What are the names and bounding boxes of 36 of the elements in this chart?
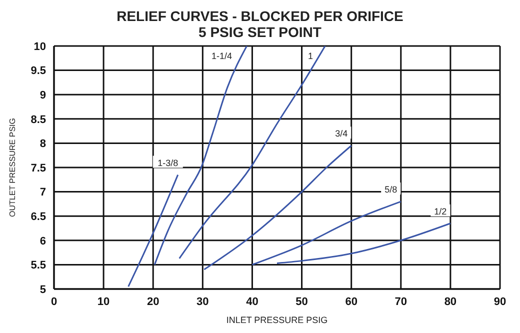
series-label: 1 bbox=[308, 51, 313, 61]
chart-subtitle: 5 PSIG SET POINT bbox=[198, 24, 322, 40]
y-tick-label: 9 bbox=[40, 90, 46, 102]
y-tick-label: 8 bbox=[40, 138, 46, 150]
x-tick-label: 30 bbox=[196, 296, 209, 308]
line-series bbox=[154, 46, 248, 266]
y-tick-label: 5.5 bbox=[30, 260, 46, 272]
x-tick-label: 90 bbox=[494, 296, 506, 308]
x-axis-title: INLET PRESSURE PSIG bbox=[226, 315, 328, 325]
x-tick-label: 40 bbox=[246, 296, 258, 308]
y-tick-label: 6.5 bbox=[30, 211, 46, 224]
series-label: 3/4 bbox=[335, 128, 348, 139]
y-tick-label: 9.5 bbox=[30, 65, 46, 78]
x-tick-label: 20 bbox=[146, 296, 160, 308]
line-series bbox=[276, 222, 452, 264]
series-label: 1-1/4 bbox=[212, 51, 232, 61]
y-tick-label: 6 bbox=[40, 235, 46, 248]
y-tick-label: 8.5 bbox=[30, 114, 46, 126]
x-tick-label: 70 bbox=[394, 296, 408, 308]
y-tick-label: 5 bbox=[40, 284, 46, 296]
x-tick-label: 60 bbox=[345, 296, 358, 308]
series-label: 1-3/8 bbox=[158, 158, 178, 168]
series-label: 5/8 bbox=[384, 184, 398, 195]
series-label: 1/2 bbox=[434, 206, 447, 216]
x-tick-label: 10 bbox=[97, 296, 110, 308]
chart-title: RELIEF CURVES - BLOCKED PER ORIFICE bbox=[116, 8, 404, 24]
y-axis-title: OUTLET PRESSURE PSIG bbox=[8, 118, 17, 217]
y-tick-label: 10 bbox=[34, 40, 46, 53]
x-tick-label: 0 bbox=[50, 296, 58, 308]
x-tick-label: 50 bbox=[296, 296, 308, 308]
line-series bbox=[203, 144, 352, 270]
y-tick-label: 7.5 bbox=[30, 162, 46, 174]
x-tick-label: 80 bbox=[444, 296, 457, 308]
line-series bbox=[178, 46, 326, 260]
y-tick-label: 7 bbox=[40, 186, 46, 199]
line-series bbox=[251, 200, 402, 266]
